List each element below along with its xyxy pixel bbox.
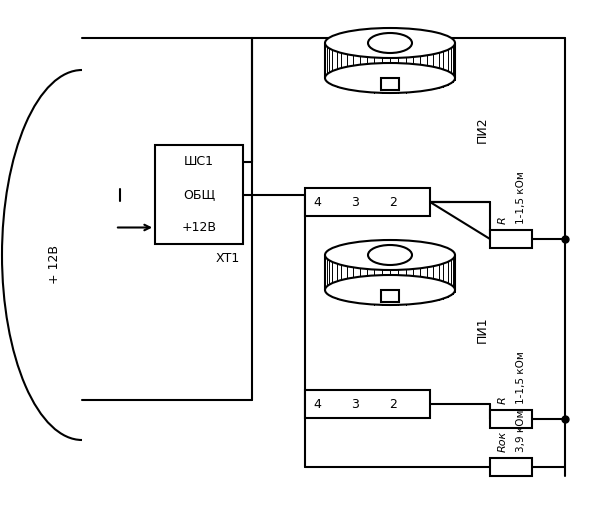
Bar — [381, 78, 399, 90]
Text: ШС1: ШС1 — [184, 155, 214, 168]
Text: R: R — [498, 216, 508, 224]
Text: 2: 2 — [389, 398, 397, 410]
Text: ПИ1: ПИ1 — [476, 317, 488, 343]
Text: ХТ1: ХТ1 — [216, 252, 240, 266]
Ellipse shape — [325, 28, 455, 58]
Text: Rок: Rок — [498, 431, 508, 452]
Text: ОБЩ: ОБЩ — [183, 188, 215, 201]
Ellipse shape — [368, 33, 412, 53]
Text: 1-1,5 кОм: 1-1,5 кОм — [516, 171, 526, 224]
Ellipse shape — [325, 275, 455, 305]
Text: 3,9 кОм: 3,9 кОм — [516, 410, 526, 452]
Text: 2: 2 — [389, 195, 397, 209]
Text: + 12В: + 12В — [49, 245, 62, 285]
Text: ПИ2: ПИ2 — [476, 117, 488, 144]
Text: 1-1,5 кОм: 1-1,5 кОм — [516, 351, 526, 404]
Bar — [490, 458, 532, 476]
Text: 3: 3 — [351, 195, 359, 209]
Bar — [305, 390, 430, 418]
Ellipse shape — [325, 63, 455, 93]
Bar — [381, 290, 399, 302]
Bar — [155, 145, 243, 244]
Text: R: R — [498, 396, 508, 404]
Text: 4: 4 — [313, 398, 321, 410]
Text: 3: 3 — [351, 398, 359, 410]
Bar — [305, 188, 430, 216]
Text: 4: 4 — [313, 195, 321, 209]
Ellipse shape — [325, 240, 455, 270]
Bar — [490, 230, 532, 248]
Bar — [490, 410, 532, 428]
Text: +12В: +12В — [182, 221, 217, 234]
Ellipse shape — [368, 245, 412, 265]
